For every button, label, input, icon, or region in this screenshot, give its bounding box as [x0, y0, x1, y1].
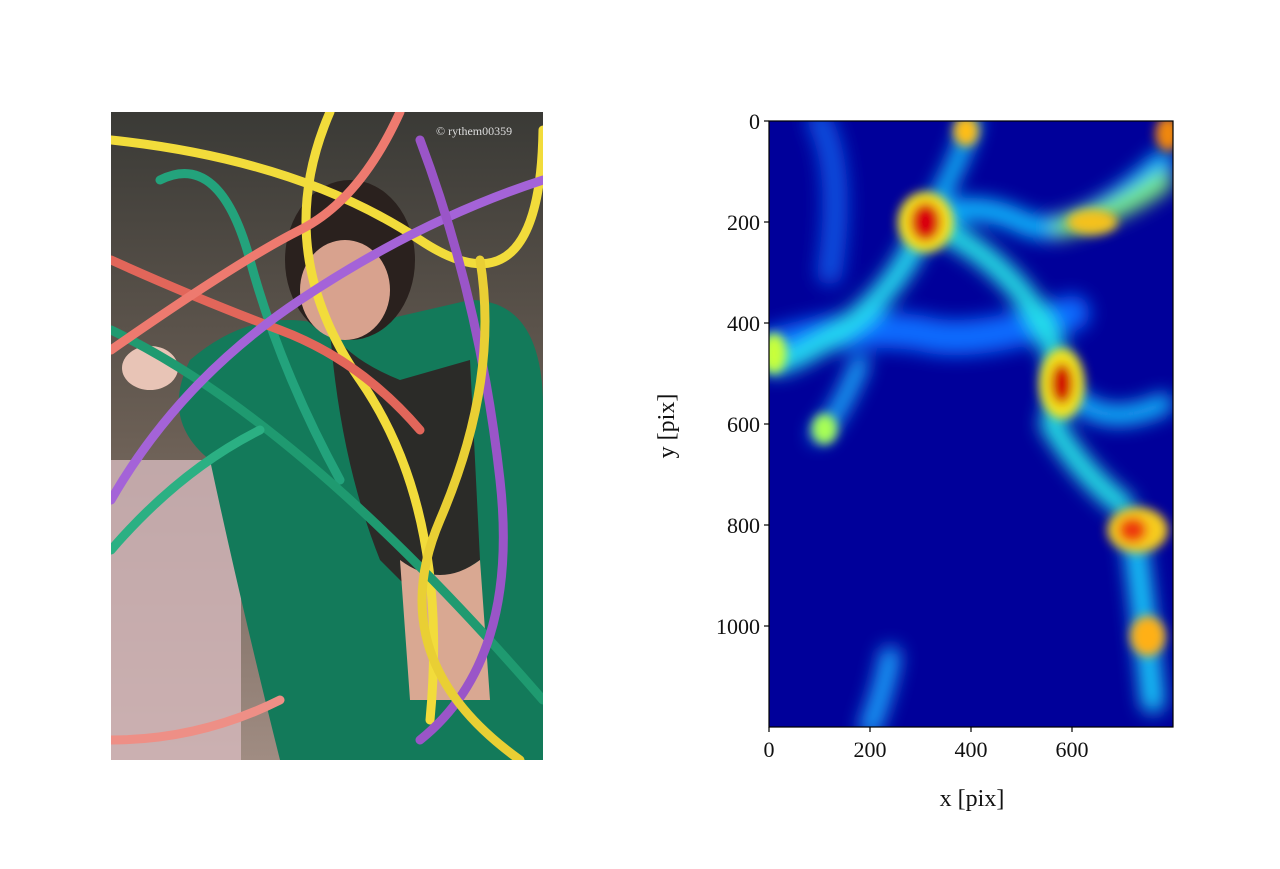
y-axis-label: y [pix] — [654, 394, 680, 459]
photo: © rythem00359 — [111, 112, 543, 760]
y-tick-label: 200 — [727, 210, 760, 235]
y-tick-label: 1000 — [716, 614, 760, 639]
y-tick-label: 0 — [749, 109, 760, 134]
x-axis-label: x [pix] — [940, 786, 1005, 812]
x-tick-label: 0 — [764, 737, 775, 762]
y-tick-label: 400 — [727, 311, 760, 336]
x-tick-label: 400 — [955, 737, 988, 762]
x-tick-label: 600 — [1056, 737, 1089, 762]
y-tick-label: 600 — [727, 412, 760, 437]
y-tick-label: 800 — [727, 513, 760, 538]
watermark: © rythem00359 — [436, 124, 512, 138]
heatmap — [768, 120, 1174, 728]
x-tick-label: 200 — [854, 737, 887, 762]
